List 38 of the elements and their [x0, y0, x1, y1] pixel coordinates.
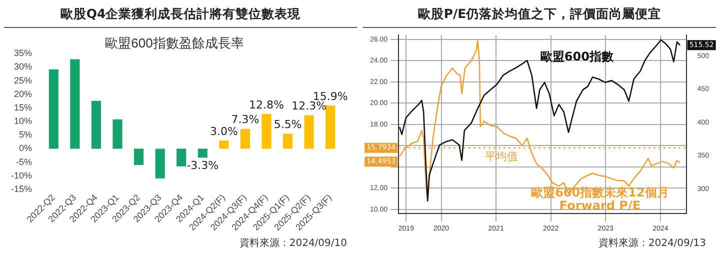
bar — [155, 148, 165, 178]
bar — [219, 140, 229, 149]
data-label: 3.0% — [210, 124, 238, 138]
data-label: 7.3% — [231, 113, 260, 126]
y-tick-label: 0% — [18, 143, 32, 154]
data-label: 5.5% — [274, 118, 302, 132]
bar — [283, 134, 293, 149]
y-tick-label: -5% — [16, 156, 32, 167]
bar — [48, 69, 58, 149]
data-label: 12.8% — [249, 98, 284, 112]
chart-title: 歐股Q4企業獲利成長估計將有雙位數表現 — [4, 0, 357, 28]
y-tick-label: 15% — [14, 102, 32, 112]
y-tick-label: -10% — [10, 170, 32, 180]
ref-line-label: 平均值 — [484, 150, 518, 164]
bar — [326, 106, 336, 149]
bar — [70, 59, 80, 149]
chart-title: 歐股P/E仍落於均值之下，評價面尚屬便宜 — [363, 0, 716, 28]
bar — [112, 119, 122, 149]
y-tick-label: -15% — [10, 184, 32, 194]
y-tick-label: 10% — [14, 116, 32, 126]
bar — [262, 114, 272, 149]
bar — [240, 128, 250, 149]
data-label: -3.3% — [186, 159, 219, 172]
y-tick-label: 30% — [14, 62, 32, 72]
series-label: 歐盟600指數 — [540, 49, 614, 64]
y-tick-label: 25% — [14, 75, 32, 86]
chart-subtitle: 歐盟600指數盈餘成長率 — [105, 35, 244, 50]
bar — [176, 148, 186, 166]
y-tick-label: 20% — [14, 88, 32, 99]
source-note: 資料來源：2024/09/10 — [238, 236, 348, 250]
bar — [134, 148, 144, 166]
bar — [91, 100, 102, 149]
y-tick-label: 5% — [18, 130, 32, 140]
series-label: 歐盟600指數未來12個月 Forward P/E — [531, 186, 669, 213]
y-tick-label: 35% — [14, 48, 32, 58]
bar — [304, 115, 314, 149]
bar — [198, 148, 208, 158]
source-note: 資料來源：2024/09/13 — [597, 236, 707, 250]
